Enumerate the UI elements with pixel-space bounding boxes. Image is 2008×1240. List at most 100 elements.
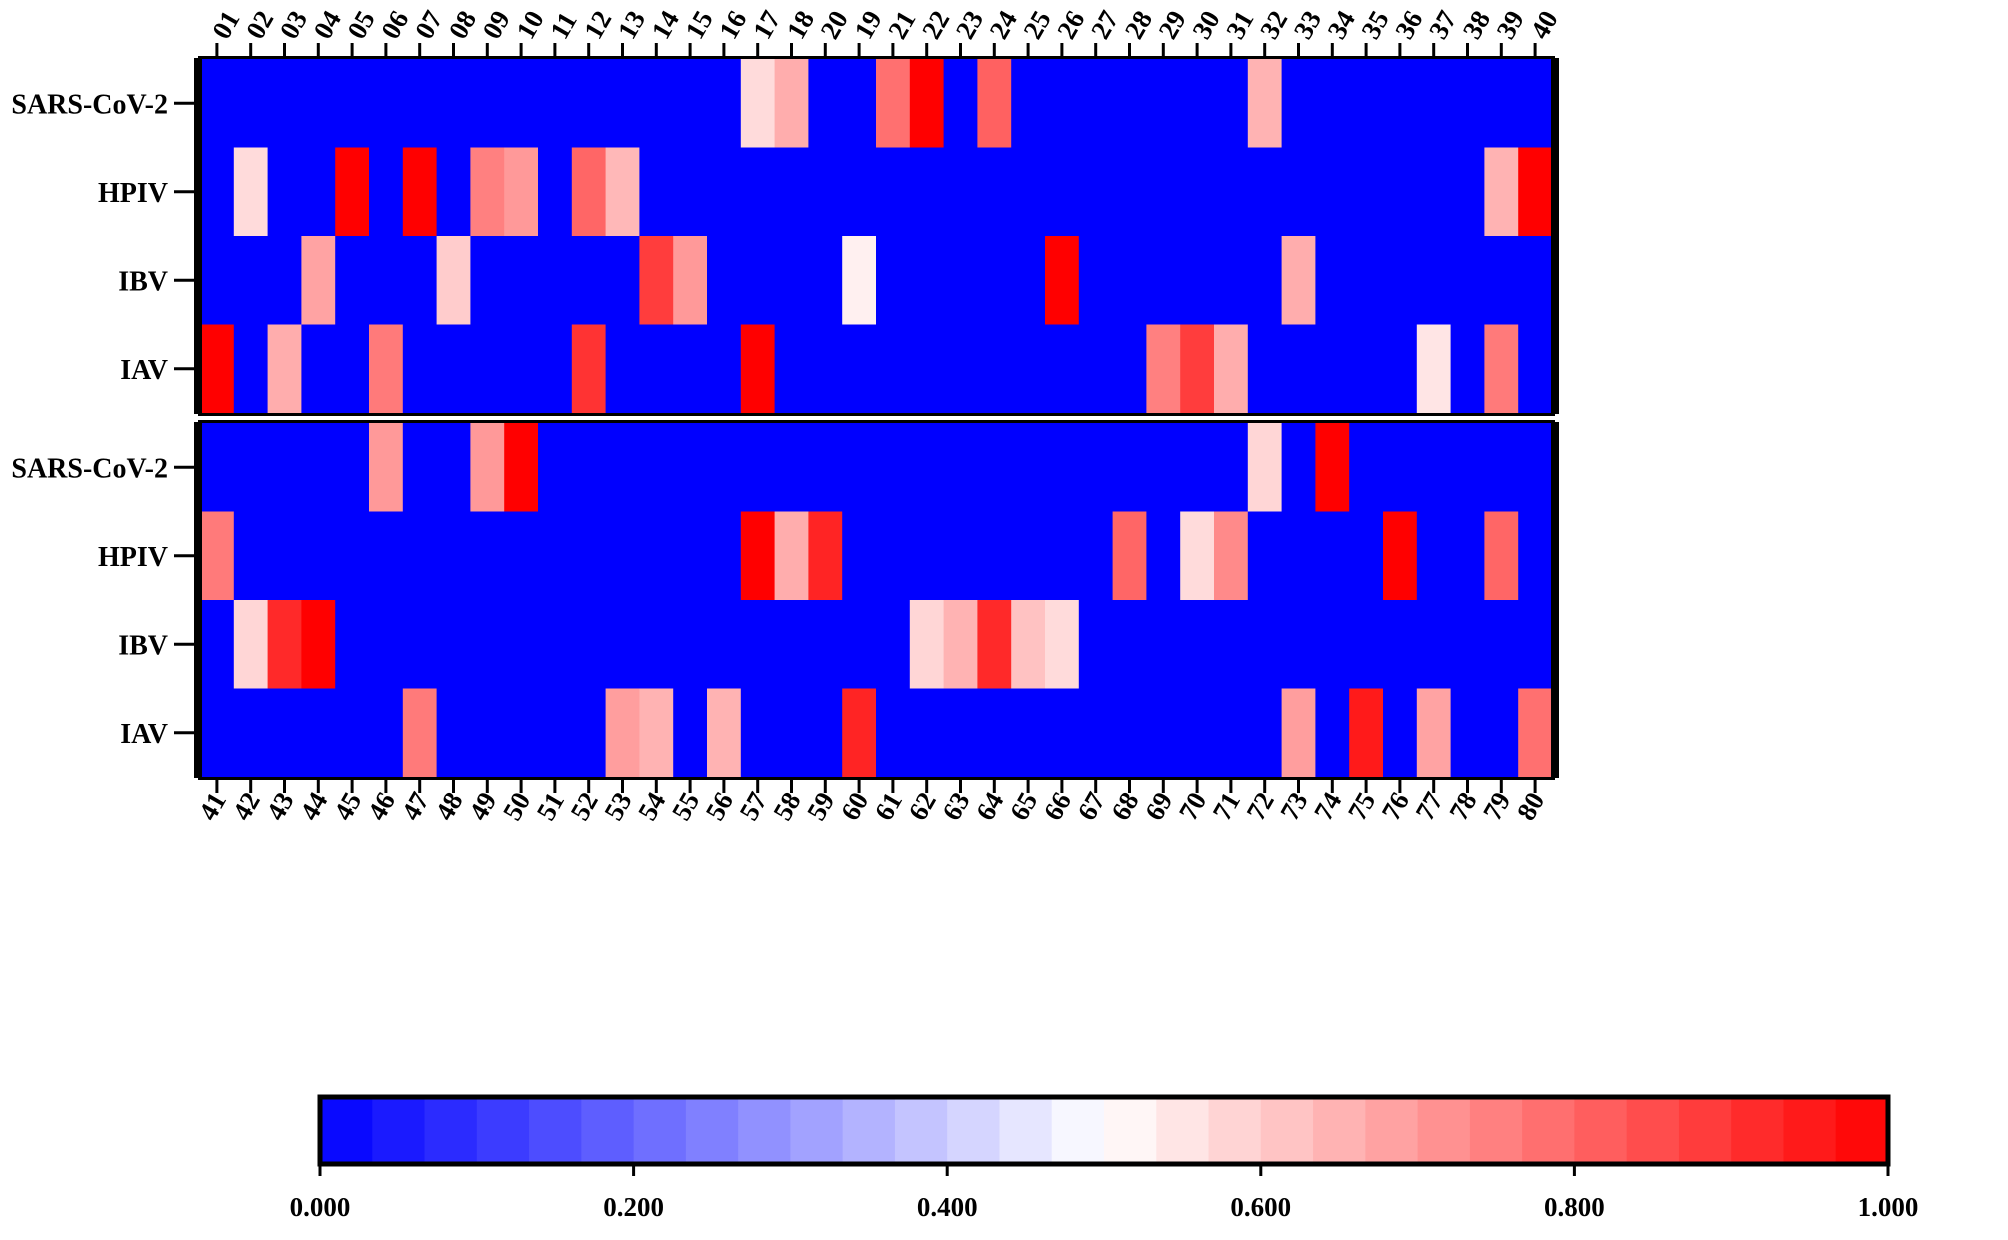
col-label: 63 xyxy=(936,787,975,825)
heatmap-cell xyxy=(909,324,945,414)
color-scale-tick-label: 0.800 xyxy=(1544,1192,1605,1222)
heatmap-cell xyxy=(605,59,640,149)
color-scale-segment xyxy=(1365,1097,1419,1164)
heatmap-cell xyxy=(943,423,978,513)
heatmap-cell xyxy=(301,59,336,149)
heatmap-cell xyxy=(909,423,945,513)
heatmap-cell xyxy=(1011,423,1046,513)
heatmap-cell xyxy=(538,236,573,326)
heatmap-cell xyxy=(673,600,708,690)
heatmap-cell xyxy=(1078,236,1114,326)
heatmap-cell xyxy=(1450,511,1485,601)
heatmap-cell xyxy=(200,688,235,778)
heatmap-cell xyxy=(1078,423,1114,513)
heatmap-cell xyxy=(1214,688,1249,778)
heatmap-cell xyxy=(707,511,742,601)
heatmap-cell xyxy=(1112,59,1147,149)
col-label: 56 xyxy=(700,787,739,825)
col-label: 28 xyxy=(1119,6,1158,44)
heatmap-cell xyxy=(1180,236,1215,326)
heatmap-cell xyxy=(1011,511,1046,601)
heatmap-cell xyxy=(1518,59,1553,149)
heatmap-cell xyxy=(571,688,607,778)
heatmap-cell xyxy=(1416,59,1452,149)
heatmap-cell xyxy=(842,600,877,690)
heatmap-cell xyxy=(909,236,945,326)
heatmap-cell xyxy=(233,236,269,326)
heatmap-cell xyxy=(1045,511,1080,601)
heatmap-cell xyxy=(1112,236,1147,326)
heatmap-cell xyxy=(639,600,674,690)
heatmap-cell xyxy=(1247,147,1283,237)
heatmap-cell xyxy=(1214,147,1249,237)
heatmap-cell xyxy=(842,236,877,326)
heatmap-cell xyxy=(369,147,404,237)
heatmap-cell xyxy=(1045,600,1080,690)
heatmap-cell xyxy=(335,147,370,237)
row-label: IAV xyxy=(120,355,168,386)
heatmap-cell xyxy=(1349,324,1384,414)
heatmap-cell xyxy=(335,59,370,149)
heatmap-cell xyxy=(943,59,978,149)
heatmap-cell xyxy=(1247,236,1283,326)
heatmap-cell xyxy=(233,600,269,690)
heatmap-cell xyxy=(1450,600,1485,690)
heatmap-cell xyxy=(605,688,640,778)
heatmap-cell xyxy=(1112,324,1147,414)
heatmap-cell xyxy=(1011,600,1046,690)
color-scale-segment xyxy=(1156,1097,1210,1164)
col-label: 18 xyxy=(781,6,820,44)
col-label: 61 xyxy=(869,787,908,825)
heatmap-cell xyxy=(1146,59,1181,149)
heatmap-cell xyxy=(436,511,471,601)
heatmap-cell xyxy=(1315,236,1350,326)
heatmap-cell xyxy=(876,600,911,690)
heatmap-cell xyxy=(571,600,607,690)
heatmap-cell xyxy=(774,511,809,601)
heatmap-cell xyxy=(233,147,269,237)
heatmap-cell xyxy=(1349,600,1384,690)
heatmap-cell xyxy=(1180,423,1215,513)
color-scale-tick-label: 0.200 xyxy=(603,1192,664,1222)
heatmap-cell xyxy=(1416,423,1452,513)
heatmap-cell xyxy=(1383,324,1418,414)
col-label: 30 xyxy=(1186,6,1225,44)
col-label: 14 xyxy=(646,6,685,44)
col-label: 12 xyxy=(578,6,617,44)
heatmap-cell xyxy=(673,236,708,326)
heatmap-cell xyxy=(1281,688,1316,778)
heatmap-cell xyxy=(538,423,573,513)
heatmap-cell xyxy=(605,147,640,237)
col-label: 17 xyxy=(747,6,786,44)
heatmap-cell xyxy=(1484,600,1519,690)
heatmap-cell xyxy=(402,147,438,237)
heatmap-cell xyxy=(1180,147,1215,237)
heatmap-cell xyxy=(1484,511,1519,601)
heatmap-cell xyxy=(1518,600,1553,690)
heatmap-cell xyxy=(1349,511,1384,601)
color-scale-segment xyxy=(424,1097,478,1164)
col-label: 79 xyxy=(1477,787,1516,825)
heatmap-cell xyxy=(369,324,404,414)
heatmap-cell xyxy=(1011,147,1046,237)
heatmap-cell xyxy=(470,147,505,237)
heatmap-cell xyxy=(740,147,776,237)
heatmap-cell xyxy=(977,423,1012,513)
col-label: 69 xyxy=(1139,787,1178,825)
col-label: 70 xyxy=(1173,787,1212,825)
heatmap-cell xyxy=(538,147,573,237)
heatmap-cell xyxy=(402,600,438,690)
heatmap-cell xyxy=(267,236,302,326)
heatmap-cell xyxy=(436,236,471,326)
col-label: 42 xyxy=(226,787,265,825)
col-label: 25 xyxy=(1017,6,1056,44)
col-label: 50 xyxy=(497,787,536,825)
col-label: 15 xyxy=(679,6,718,44)
heatmap-cell xyxy=(538,324,573,414)
heatmap-cell xyxy=(538,511,573,601)
heatmap-cell xyxy=(1518,688,1553,778)
col-label: 32 xyxy=(1254,6,1293,44)
heatmap-cell xyxy=(301,688,336,778)
heatmap-cell xyxy=(571,324,607,414)
heatmap-cell xyxy=(267,511,302,601)
